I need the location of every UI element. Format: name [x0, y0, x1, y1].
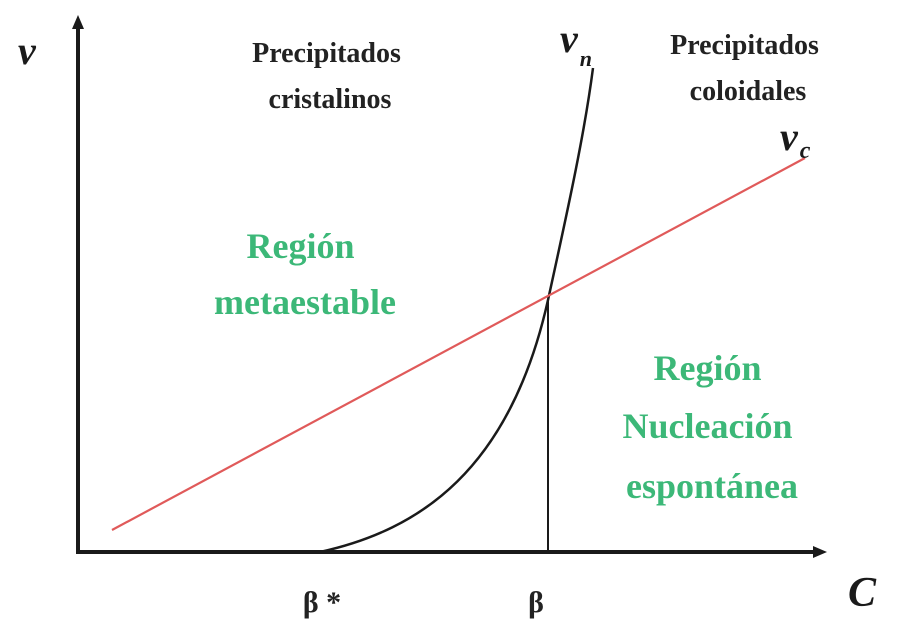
vn-curve	[319, 67, 595, 554]
y-axis-label: v	[18, 28, 37, 73]
vc-subscript: c	[800, 138, 811, 164]
region-label-metastable-line-2: metaestable	[214, 282, 396, 322]
region-label-nucleation: Región Nucleación espontánea	[623, 348, 802, 506]
region-label-colloidal: Precipitados coloidales	[670, 30, 826, 107]
region-label-crystalline-line-2: cristalinos	[269, 84, 392, 115]
region-label-colloidal-line-1: Precipitados	[670, 30, 819, 61]
region-label-nucleation-line-2: Nucleación	[623, 406, 793, 446]
region-label-crystalline-line-1: Precipitados	[252, 38, 401, 69]
vn-subscript: n	[580, 46, 592, 71]
region-label-crystalline: Precipitados cristalinos	[252, 38, 408, 115]
vn-label: vn	[560, 16, 592, 71]
tick-label-beta: β	[528, 586, 544, 619]
x-axis-label: C	[848, 570, 877, 616]
tick-label-beta-star: β *	[303, 586, 341, 619]
region-label-nucleation-line-3: espontánea	[626, 466, 798, 506]
vc-line	[111, 157, 806, 531]
region-label-nucleation-line-1: Región	[654, 348, 762, 388]
region-label-colloidal-line-2: coloidales	[690, 76, 807, 107]
vc-label: vc	[780, 114, 811, 164]
region-label-metastable-line-1: Región	[247, 226, 355, 266]
region-label-metastable: Región metaestable	[214, 226, 396, 322]
